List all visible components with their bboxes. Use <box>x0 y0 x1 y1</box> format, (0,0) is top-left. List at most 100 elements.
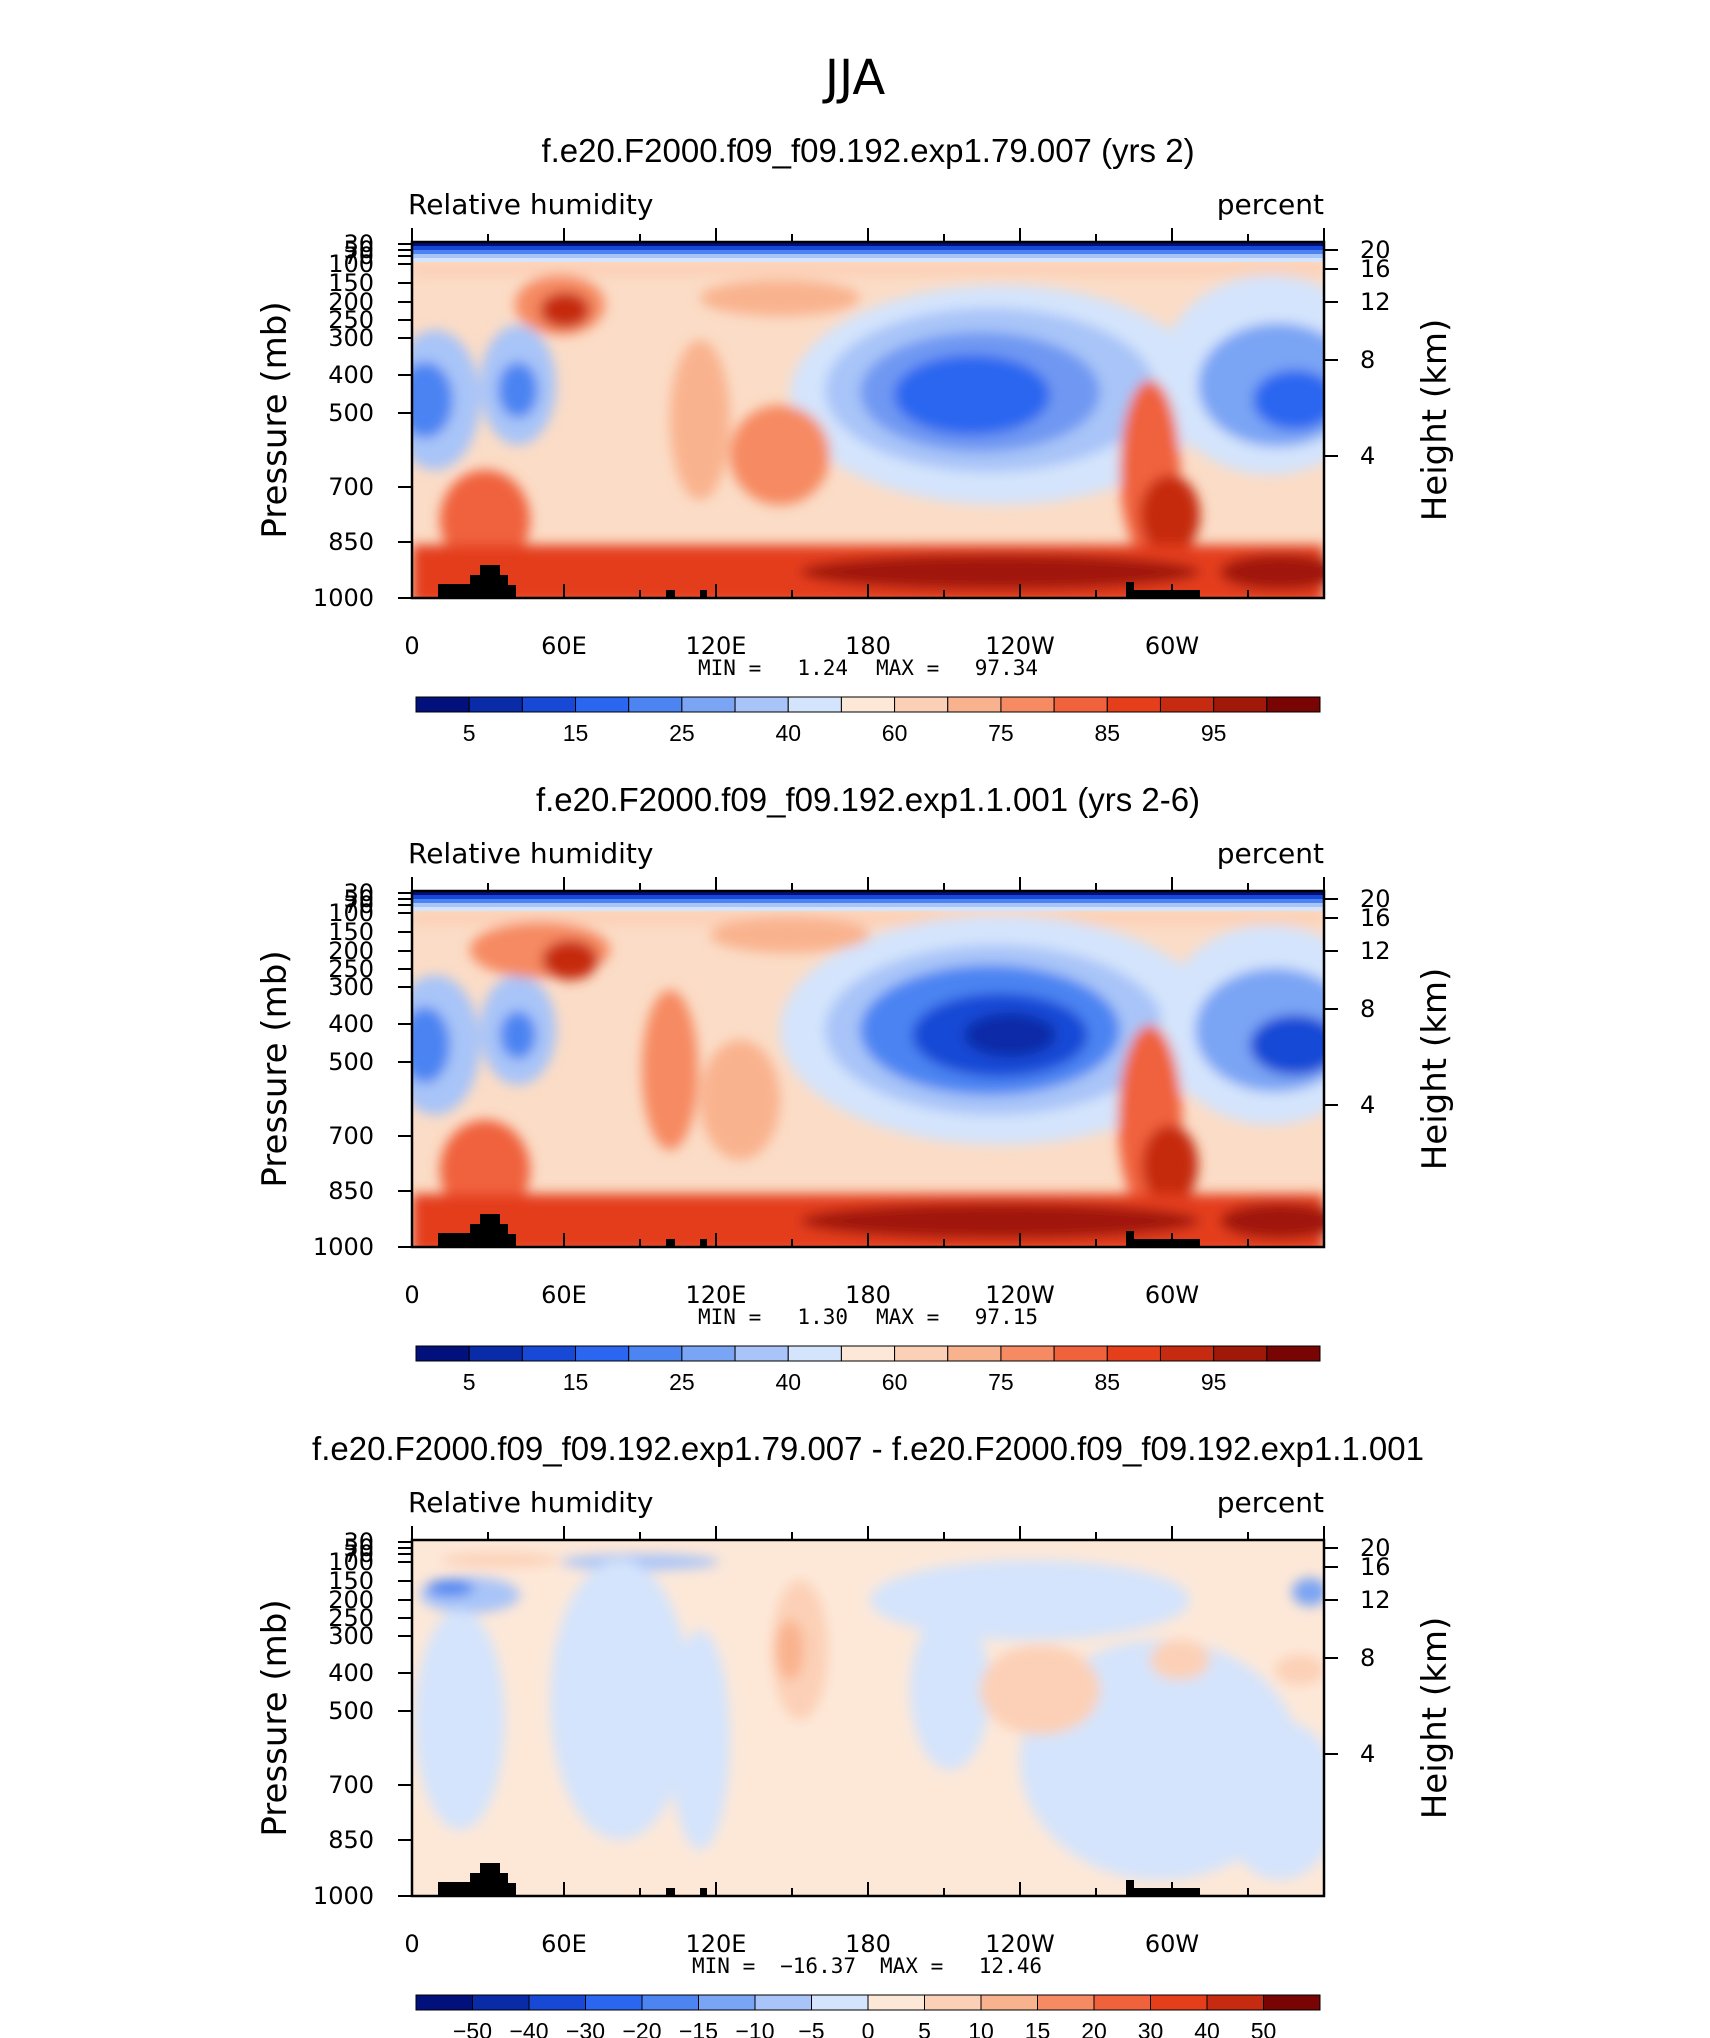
panel-3-x-tick-label: 60E <box>541 1930 587 1958</box>
colorbar-box <box>1000 1345 1055 1362</box>
colorbar-box <box>734 696 789 713</box>
panel-3-colorbar: −50 −40 −30 −20 −15 −10 −5 0 5 10 15 20 30 40 50 <box>415 1994 1321 2038</box>
panel-3-x-tick-label: 0 <box>404 1930 419 1958</box>
colorbar-box <box>787 1345 842 1362</box>
panel-3-height-tick-label: 20 <box>1360 1534 1391 1562</box>
panel-1-x-tick-label: 0 <box>404 632 419 660</box>
panel-2-units-label: percent <box>1217 837 1324 870</box>
panel-2-y-tick-label: 250 <box>328 955 374 983</box>
colorbar-box <box>528 1994 586 2011</box>
colorbar-box <box>521 696 577 713</box>
panel-2-y-tick-label: 70 <box>343 891 374 919</box>
panel-1-contour-field <box>412 242 1324 598</box>
panel-2-height-tick-label: 4 <box>1360 1091 1375 1119</box>
colorbar-box <box>1106 1345 1161 1362</box>
panel-2-right-axis-label: Height (km) <box>1415 968 1455 1171</box>
panel-3-title: f.e20.F2000.f09_f09.192.exp1.79.007 - f.… <box>312 1430 1424 1467</box>
panel-3-y-tick-label: 100 <box>328 1548 374 1576</box>
colorbar-box <box>698 1994 756 2011</box>
panel-2-title: f.e20.F2000.f09_f09.192.exp1.1.001 (yrs … <box>536 781 1200 818</box>
panel-2-x-tick-label: 60W <box>1145 1281 1199 1309</box>
panel-3-y-tick-label: 50 <box>343 1534 374 1562</box>
panel-3-right-tick-labels: 20 16 12 8 4 <box>1360 1534 1391 1768</box>
colorbar-label: 15 <box>563 1369 589 1395</box>
panel-2-right-tick-labels: 20 16 12 8 4 <box>1360 885 1391 1119</box>
panel-3-y-tick-label: 70 <box>343 1540 374 1568</box>
panel-1-max-label: MAX = <box>876 656 939 680</box>
panel-1-x-tick-label: 60W <box>1145 632 1199 660</box>
panel-1-units-label: percent <box>1217 188 1324 221</box>
panel-1: f.e20.F2000.f09_f09.192.exp1.79.007 (yrs… <box>255 132 1455 746</box>
colorbar-label: 25 <box>669 720 695 746</box>
colorbar-box <box>415 1994 473 2011</box>
panel-1-height-tick-label: 4 <box>1360 442 1375 470</box>
colorbar-label: 75 <box>988 1369 1014 1395</box>
panel-3-height-tick-label: 8 <box>1360 1644 1375 1672</box>
colorbar-box <box>840 696 896 713</box>
panel-1-height-tick-label: 16 <box>1360 255 1391 283</box>
colorbar-box <box>468 1345 523 1362</box>
colorbar-label: 60 <box>882 720 908 746</box>
colorbar-box <box>1106 696 1161 713</box>
colorbar-box <box>1263 1994 1321 2011</box>
panel-1-x-tick-label: 120E <box>686 632 747 660</box>
panel-2-height-tick-label: 16 <box>1360 904 1391 932</box>
colorbar-label: 10 <box>968 2018 994 2038</box>
colorbar-label: 5 <box>463 720 476 746</box>
panel-1-x-tick-label: 180 <box>845 632 891 660</box>
colorbar-label: 85 <box>1094 720 1120 746</box>
panel-3-x-tick-labels: 0 60E 120E 180 120W 60W <box>404 1930 1199 1958</box>
panel-2-y-tick-label: 150 <box>328 918 374 946</box>
panel-1-y-tick-label: 500 <box>328 399 374 427</box>
panel-3-y-tick-label: 400 <box>328 1659 374 1687</box>
panel-3-y-tick-label: 1000 <box>313 1882 374 1910</box>
panel-2-min-value: 1.30 <box>797 1305 848 1329</box>
panel-3-x-tick-label: 60W <box>1145 1930 1199 1958</box>
panel-1-height-tick-label: 20 <box>1360 236 1391 264</box>
colorbar-box <box>1213 1345 1268 1362</box>
panel-2-x-tick-label: 120W <box>985 1281 1055 1309</box>
panel-1-x-tick-label: 120W <box>985 632 1055 660</box>
panel-1-max-value: 97.34 <box>975 656 1038 680</box>
colorbar-box <box>585 1994 643 2011</box>
colorbar-label: −15 <box>679 2018 718 2038</box>
panel-1-height-tick-label: 12 <box>1360 288 1391 316</box>
colorbar-box <box>1150 1994 1208 2011</box>
colorbar-box <box>575 1345 630 1362</box>
panel-3-y-tick-labels: 30 50 70 100 150 200 250 300 400 500 700… <box>313 1528 374 1910</box>
panel-3-x-ticks <box>398 1526 1338 1897</box>
panel-1-min-label: MIN = <box>698 656 761 680</box>
panel-2-y-tick-label: 400 <box>328 1010 374 1038</box>
panel-3-y-tick-label: 150 <box>328 1567 374 1595</box>
colorbar-box <box>947 696 1002 713</box>
colorbar-label: −40 <box>509 2018 548 2038</box>
panel-1-y-tick-label: 70 <box>343 242 374 270</box>
colorbar-box <box>894 1345 949 1362</box>
panel-2-x-tick-label: 120E <box>686 1281 747 1309</box>
panel-2-variable-label: Relative humidity <box>408 837 653 870</box>
colorbar-label: 5 <box>463 1369 476 1395</box>
panel-3-x-tick-label: 180 <box>845 1930 891 1958</box>
colorbar-box <box>628 1345 683 1362</box>
panel-3-contour-field <box>412 1540 1324 1896</box>
panel-3-height-tick-label: 16 <box>1360 1553 1391 1581</box>
panel-3-min-max: MIN = −16.37 MAX = 12.46 <box>692 1954 1042 1978</box>
colorbar-box <box>1213 696 1268 713</box>
colorbar-box <box>980 1994 1038 2011</box>
panel-2-y-tick-label: 300 <box>328 973 374 1001</box>
colorbar-label: 30 <box>1138 2018 1164 2038</box>
panel-1-y-tick-label: 850 <box>328 528 374 556</box>
colorbar-label: 95 <box>1201 1369 1227 1395</box>
colorbar-box <box>521 1345 577 1362</box>
panel-3-y-tick-label: 500 <box>328 1697 374 1725</box>
colorbar-box <box>867 1994 925 2011</box>
colorbar-box <box>947 1345 1002 1362</box>
colorbar-label: −5 <box>798 2018 824 2038</box>
panel-2-y-tick-label: 100 <box>328 899 374 927</box>
panel-1-y-tick-label: 300 <box>328 324 374 352</box>
colorbar-label: 95 <box>1201 720 1227 746</box>
panel-1-right-axis-label: Height (km) <box>1415 319 1455 522</box>
panel-2-contour-field <box>412 891 1324 1247</box>
panel-2-max-label: MAX = <box>876 1305 939 1329</box>
